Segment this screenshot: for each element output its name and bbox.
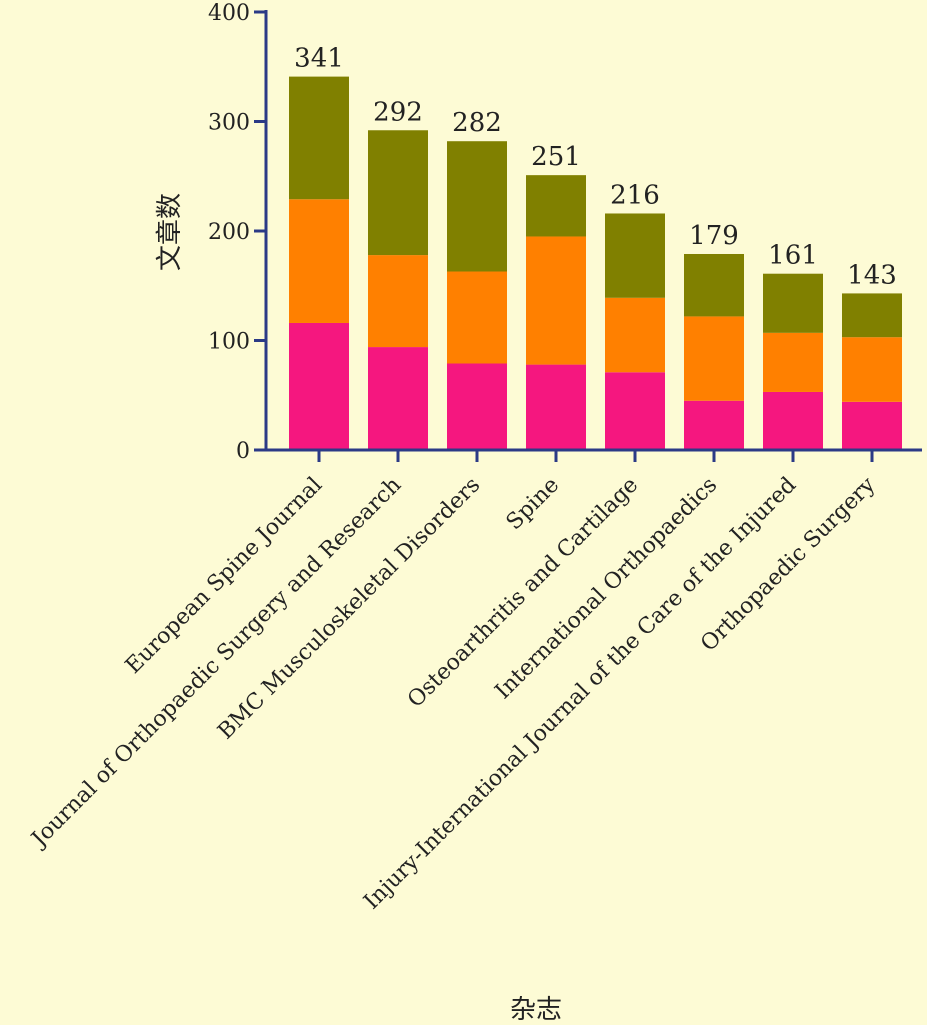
bar-segment (842, 337, 902, 402)
y-tick-label: 100 (208, 330, 250, 355)
bar-segment (289, 322, 349, 450)
bar-segment (447, 271, 507, 364)
bar-segment (447, 141, 507, 272)
bar-segment (526, 175, 586, 237)
bar-segment (447, 363, 507, 450)
bars-group (289, 76, 902, 450)
bar-segment (684, 400, 744, 450)
bar-segment (763, 273, 823, 333)
y-axis-title: 文章数 (155, 193, 185, 271)
bar-segment (763, 391, 823, 450)
x-tick-label: Journal of Orthopaedic Surgery and Resea… (26, 473, 406, 853)
bar-segment (605, 297, 665, 373)
bar-total-label: 251 (531, 142, 581, 172)
y-tick-label: 0 (236, 439, 250, 464)
bar-total-label: 143 (847, 260, 897, 290)
bar-segment (763, 332, 823, 392)
bar-segment (605, 213, 665, 298)
bar-total-label: 216 (610, 180, 660, 210)
bar-segment (684, 316, 744, 401)
bar-segment (368, 130, 428, 256)
bar-total-label: 282 (452, 108, 502, 138)
bar-total-label: 161 (768, 241, 818, 271)
bar-segment (526, 236, 586, 365)
y-tick-label: 200 (208, 220, 250, 245)
y-tick-label: 400 (208, 1, 250, 26)
bar-segment (289, 199, 349, 323)
axes-group (254, 10, 922, 462)
bar-segment (684, 253, 744, 317)
bar-total-label: 341 (294, 44, 344, 74)
bar-segment (526, 364, 586, 450)
bar-segment (842, 401, 902, 450)
bar-total-label: 179 (689, 221, 739, 251)
x-tick-label: Spine (502, 473, 565, 536)
bar-total-label: 292 (373, 97, 423, 127)
bar-segment (368, 255, 428, 348)
bar-segment (289, 76, 349, 200)
bar-segment (368, 347, 428, 450)
bar-segment (842, 293, 902, 338)
bar-segment (605, 372, 665, 450)
y-tick-label: 300 (208, 111, 250, 136)
x-axis-title: 杂志 (510, 995, 562, 1025)
